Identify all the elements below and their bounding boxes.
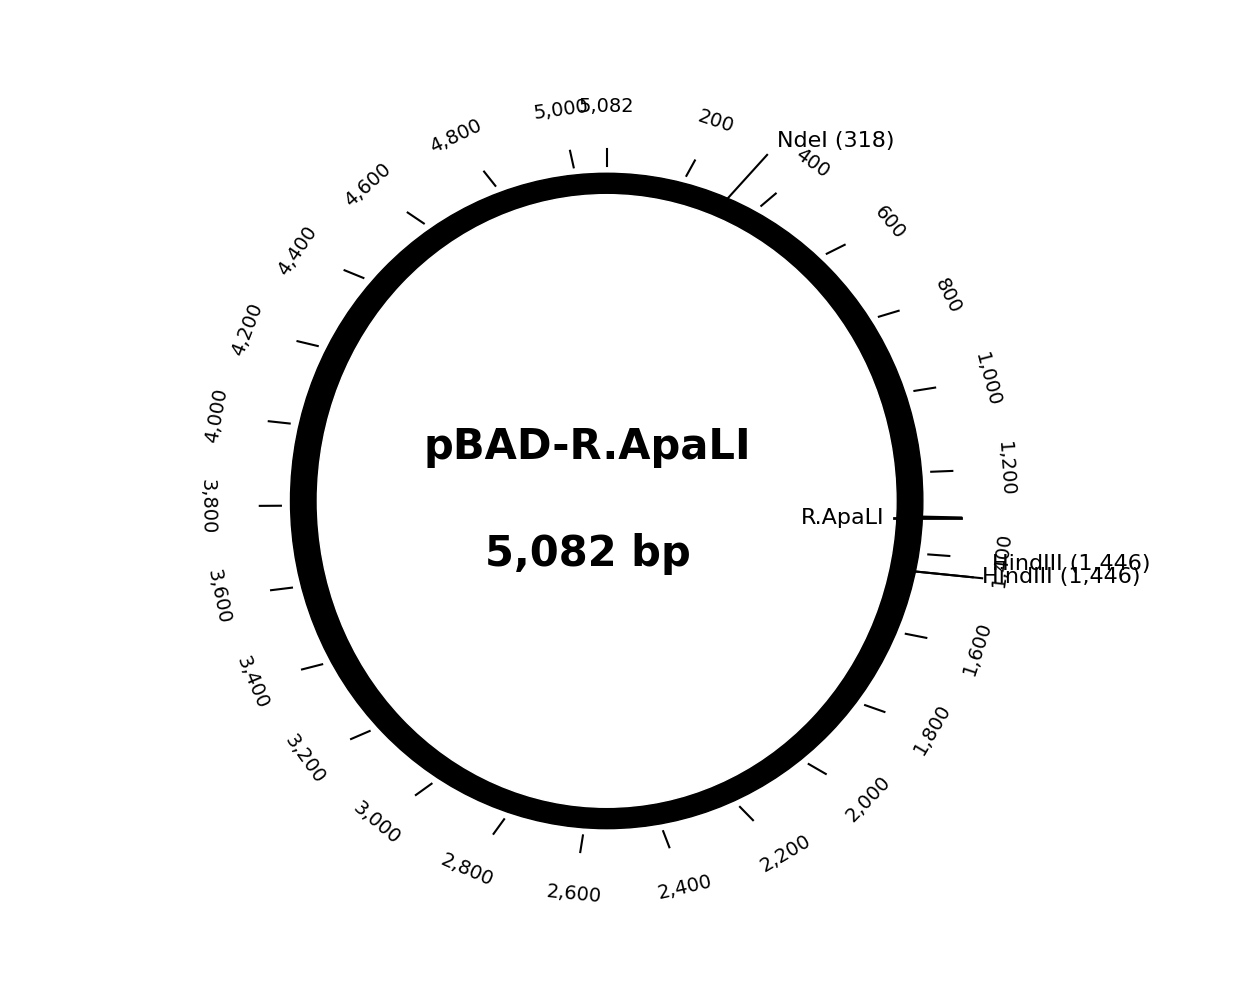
Text: 3,000: 3,000: [350, 799, 404, 848]
Text: 4,000: 4,000: [202, 387, 231, 444]
Text: 400: 400: [791, 145, 832, 182]
Text: HindIII (1,446): HindIII (1,446): [992, 555, 1151, 574]
Text: 4,400: 4,400: [274, 223, 321, 280]
Text: 5,082: 5,082: [579, 97, 635, 116]
Text: 3,400: 3,400: [232, 653, 272, 711]
Text: 3,200: 3,200: [280, 731, 329, 787]
Text: 3,800: 3,800: [197, 478, 217, 534]
Text: 2,800: 2,800: [438, 850, 496, 890]
Text: 1,200: 1,200: [993, 440, 1017, 497]
Text: HindIII (1,446): HindIII (1,446): [982, 567, 1141, 587]
Text: 2,600: 2,600: [546, 882, 603, 906]
Text: 1,400: 1,400: [990, 532, 1014, 588]
Text: R.ApaLI: R.ApaLI: [801, 508, 884, 528]
Text: 5,082 bp: 5,082 bp: [485, 534, 691, 575]
Text: 2,200: 2,200: [756, 831, 815, 876]
Text: 4,200: 4,200: [228, 300, 265, 358]
Text: 1,600: 1,600: [960, 619, 996, 678]
Text: 3,600: 3,600: [205, 567, 233, 626]
Text: 1,800: 1,800: [910, 700, 955, 758]
Text: 2,400: 2,400: [656, 872, 714, 903]
Text: 5,000: 5,000: [532, 96, 589, 123]
Text: 1,000: 1,000: [971, 350, 1003, 409]
Text: 200: 200: [696, 107, 737, 137]
Text: 800: 800: [931, 275, 965, 316]
Ellipse shape: [290, 174, 923, 828]
Text: NdeI (318): NdeI (318): [776, 131, 894, 151]
Text: 4,800: 4,800: [427, 115, 485, 157]
Text: 2,000: 2,000: [842, 772, 894, 825]
Text: 4,600: 4,600: [341, 160, 394, 211]
Text: pBAD-R.ApaLI: pBAD-R.ApaLI: [424, 427, 751, 468]
Text: 600: 600: [870, 202, 909, 243]
Ellipse shape: [317, 194, 897, 807]
